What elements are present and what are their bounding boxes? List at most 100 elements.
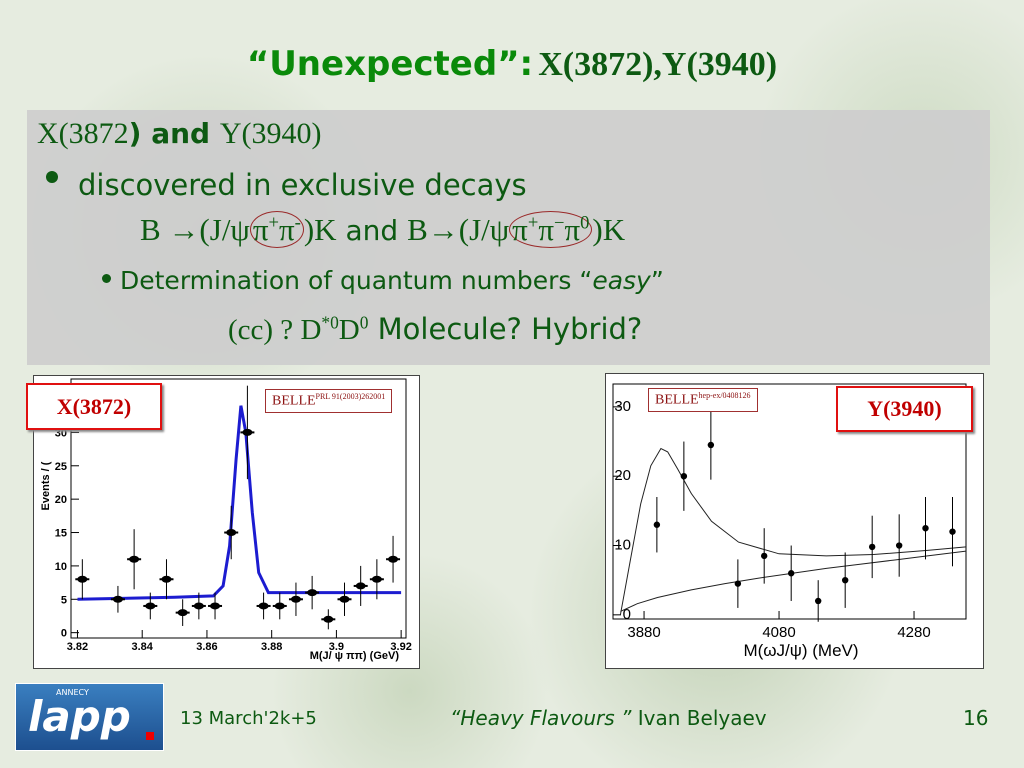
text: X(3872: [37, 117, 129, 150]
data-point: [323, 615, 334, 623]
y-tick-label: 0: [61, 628, 67, 640]
text: π: [252, 212, 269, 247]
text: −: [553, 212, 565, 234]
data-point: [922, 524, 929, 532]
data-point: [210, 602, 221, 610]
bullet-text: discovered in exclusive decays: [78, 168, 527, 202]
y-tick-label: 15: [55, 528, 67, 540]
y-tick-label: 0: [623, 606, 631, 623]
logo-top: ANNECY: [56, 688, 89, 697]
x-tick-label: 4080: [762, 624, 795, 641]
data-point: [787, 570, 795, 577]
y-tick-label: 30: [614, 398, 631, 415]
title: “Unexpected”: X(3872),Y(3940): [0, 44, 1024, 84]
text: -: [294, 212, 301, 234]
text: B→(J/ψ: [407, 212, 510, 247]
y-tick-label: 30: [55, 427, 67, 439]
data-point: [339, 595, 350, 603]
x-tick-label: 3880: [627, 624, 660, 641]
text: )K: [592, 212, 626, 247]
y-tick-label: 25: [55, 461, 67, 473]
data-point: [290, 595, 301, 603]
highlight: π+π-: [249, 211, 304, 248]
text: π: [538, 212, 554, 247]
x-tick-label: 3.92: [390, 641, 411, 653]
source-tag: BELLEhep-ex/0408126: [648, 388, 758, 412]
talk: “Heavy Flavours ” Ivan Belyaev: [450, 706, 767, 730]
text: Molecule? Hybrid?: [368, 312, 643, 346]
data-point: [226, 529, 237, 537]
data-point: [242, 428, 253, 436]
title-particles: X(3872),Y(3940): [538, 46, 778, 83]
text: )K: [303, 212, 337, 247]
logo: ANNECY lapp: [15, 683, 164, 751]
data-point: [760, 552, 768, 560]
data-point: [161, 575, 172, 583]
data-point: [388, 555, 399, 563]
text-box: [27, 110, 990, 365]
heading: X(3872) and Y(3940): [37, 116, 321, 151]
text: BELLE: [655, 392, 699, 408]
y-tick-label: 5: [61, 594, 67, 606]
text: ”: [650, 266, 664, 295]
data-point: [77, 575, 88, 583]
title-prefix: “Unexpected”:: [246, 44, 534, 84]
data-point: [814, 597, 822, 605]
page-number: 16: [963, 706, 989, 730]
x-tick-label: 4280: [897, 624, 930, 641]
x-tick-label: 3.9: [329, 641, 344, 653]
text: 0: [359, 312, 369, 333]
text: D: [300, 314, 322, 346]
x-tick-label: 3.84: [131, 641, 153, 653]
decays: B →(J/ψπ+π-)K and B→(J/ψπ+π−π0)K: [140, 211, 626, 248]
chart-label: X(3872): [26, 383, 162, 430]
data-point: [355, 582, 366, 590]
text: Ivan Belyaev: [637, 706, 767, 730]
data-point: [274, 602, 285, 610]
text: B →(J/ψ: [140, 212, 250, 247]
data-point: [949, 528, 956, 535]
bullet: [46, 171, 58, 183]
data-point: [707, 441, 715, 449]
text: (cc) ?: [228, 314, 301, 346]
fit-curve: [619, 447, 967, 615]
chart-label: Y(3940): [836, 386, 973, 432]
text: 0: [580, 212, 590, 234]
highlight: π+π−π0: [509, 211, 593, 248]
date: 13 March'2k+5: [180, 708, 317, 729]
y-tick-label: 20: [55, 494, 67, 506]
text: +: [268, 212, 280, 234]
text: π: [512, 212, 528, 247]
text: ) and: [128, 117, 220, 150]
y-axis-label: Events / (: [40, 461, 52, 510]
text: +: [527, 212, 539, 234]
data-point: [193, 602, 204, 610]
data-point: [258, 602, 269, 610]
text: BELLE: [272, 393, 316, 409]
data-point: [868, 543, 876, 551]
data-point: [112, 595, 123, 603]
text: *0: [321, 312, 339, 333]
text: π: [279, 212, 295, 247]
data-point: [653, 521, 661, 528]
plot-frame: [70, 378, 407, 639]
sub-bullet: Determination of quantum numbers “easy”: [120, 266, 664, 295]
fit-curve: [620, 550, 967, 612]
x-tick-label: 3.86: [196, 641, 217, 653]
fit-curve: [77, 405, 402, 601]
data-point: [680, 472, 688, 480]
bullet: [102, 274, 111, 283]
y-tick-label: 20: [614, 467, 631, 484]
text: Y(3940): [219, 117, 322, 150]
source-tag: BELLEPRL 91(2003)262001: [265, 389, 393, 413]
text: easy: [592, 266, 651, 295]
x-axis-label: M(J/ ψ ππ) (GeV): [310, 650, 400, 662]
text: and: [336, 214, 408, 247]
data-point: [371, 575, 382, 583]
text: Determination of quantum numbers “: [120, 266, 593, 295]
y-tick-label: 10: [55, 561, 67, 573]
logo-dot: [146, 732, 154, 740]
data-point: [895, 542, 903, 549]
logo-text: lapp: [28, 692, 131, 741]
